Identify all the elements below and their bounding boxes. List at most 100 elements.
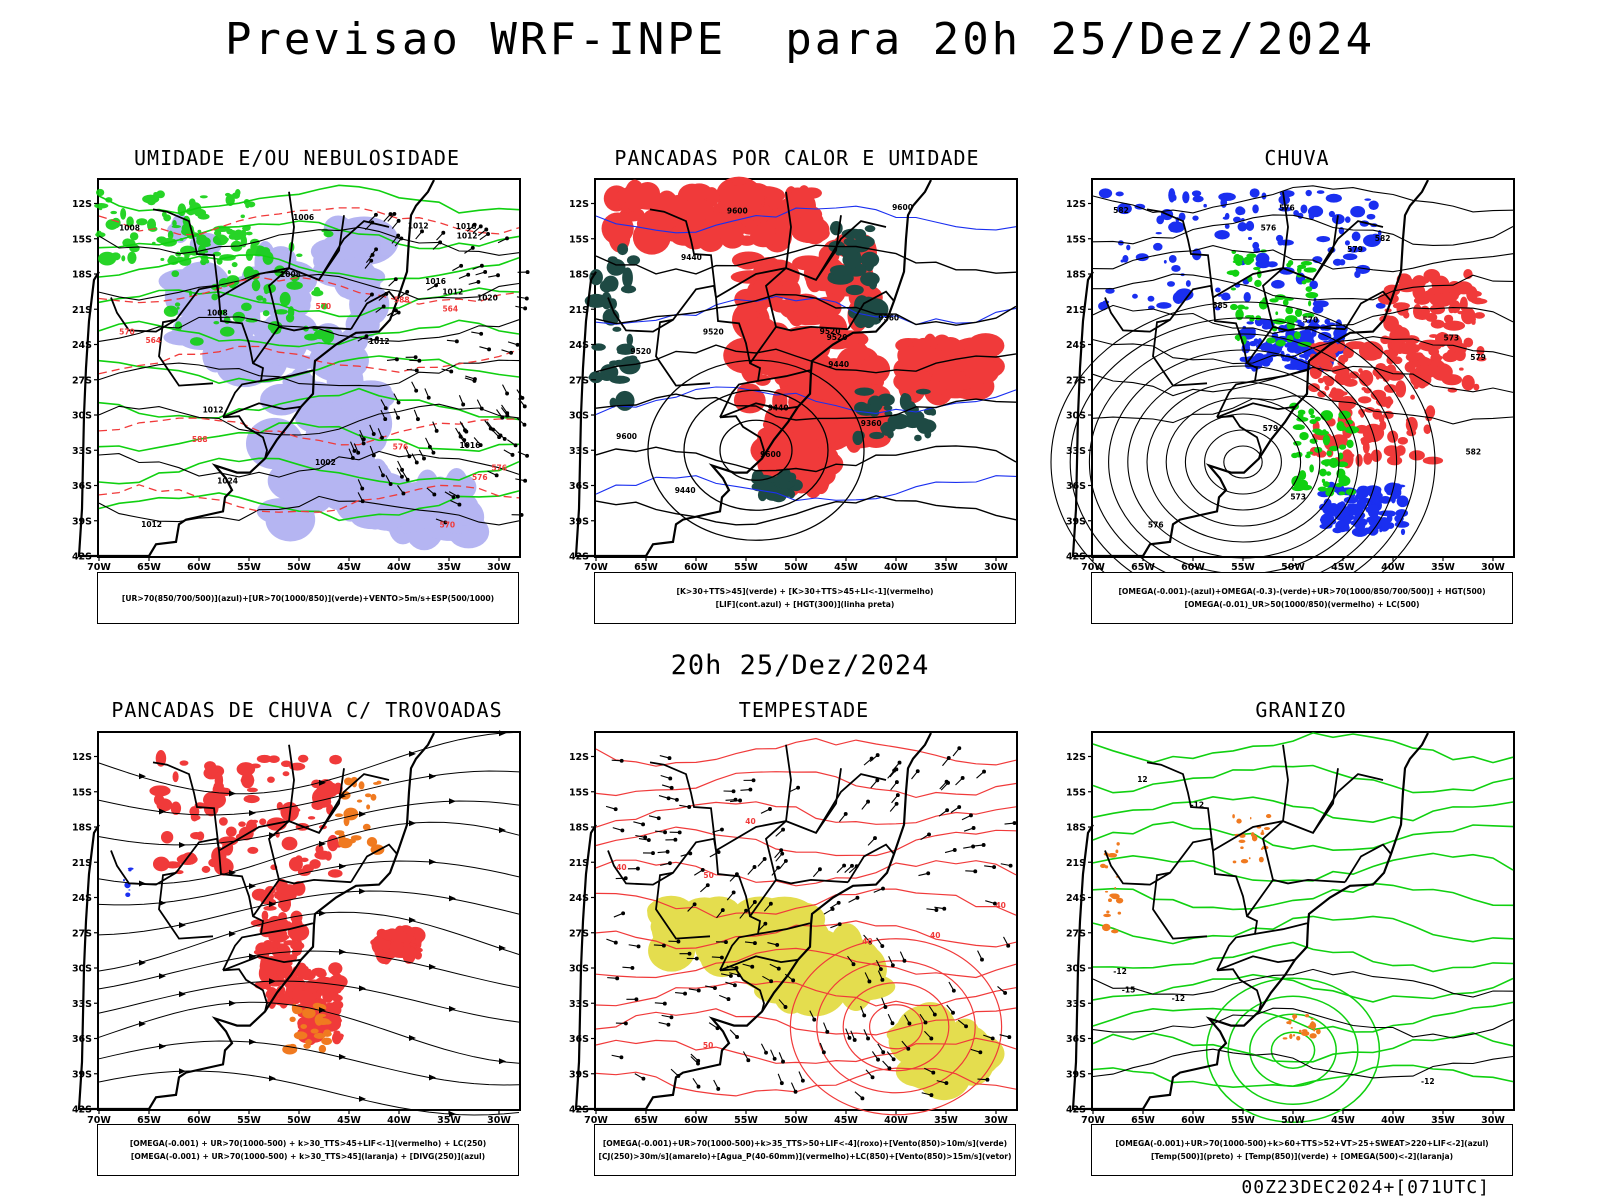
y-tick-label: 15S xyxy=(1066,234,1086,245)
shade-cell xyxy=(1147,295,1155,302)
shade-cell xyxy=(868,277,878,290)
shade-cell xyxy=(241,772,255,789)
wind-arrow-head xyxy=(1007,1035,1012,1040)
shade-cell xyxy=(1309,1033,1317,1039)
shade-cell xyxy=(1354,270,1361,279)
y-tick-label: 42S xyxy=(1066,1105,1086,1116)
wind-arrow-head xyxy=(969,813,973,818)
wind-arrow-head xyxy=(687,951,692,956)
wind-arrow-head xyxy=(1008,863,1013,868)
wind-arrow-head xyxy=(944,1081,949,1085)
shade-cell xyxy=(1296,266,1302,274)
shade-cell xyxy=(1317,486,1328,492)
state-border xyxy=(1146,208,1214,298)
shade-cell xyxy=(313,250,336,271)
wind-arrow-head xyxy=(724,940,728,945)
shade-cell xyxy=(686,183,712,201)
shade-cell xyxy=(1105,287,1115,294)
contour-line xyxy=(1092,245,1514,273)
shade-cell xyxy=(1301,1030,1310,1037)
shade-cell xyxy=(615,390,635,411)
wind-arrow-head xyxy=(734,966,739,970)
shade-cell xyxy=(1245,220,1255,232)
contour-label: 1016 xyxy=(456,222,477,231)
contour-ring xyxy=(1223,445,1263,479)
shade-cell xyxy=(1230,287,1237,291)
shade-cell xyxy=(624,179,646,212)
shade-cell xyxy=(1100,863,1106,868)
x-tick-label: 50W xyxy=(1281,562,1305,573)
contour-line xyxy=(595,826,1017,857)
wind-arrow-head xyxy=(434,283,439,288)
y-tick-label: 24S xyxy=(72,893,92,904)
streamline-arrow xyxy=(409,820,416,827)
shade-cell xyxy=(854,401,869,414)
contour-label: 9360 xyxy=(878,313,899,322)
shade-cell xyxy=(1346,439,1354,449)
shade-cell xyxy=(1321,478,1326,484)
shade-cell xyxy=(265,968,276,976)
shade-cell xyxy=(609,397,617,408)
contour-line xyxy=(1092,1007,1514,1039)
wind-arrow-head xyxy=(1003,990,1008,995)
shade-cell xyxy=(189,290,193,297)
shade-cell xyxy=(1293,209,1299,217)
state-border xyxy=(785,191,792,269)
wind-arrow-head xyxy=(669,1015,674,1020)
state-border xyxy=(158,871,214,940)
shade-cell xyxy=(1335,331,1344,336)
shade-cell xyxy=(282,771,290,777)
state-border xyxy=(1254,369,1308,382)
shade-cell xyxy=(1414,311,1430,320)
shade-cell xyxy=(1345,429,1353,433)
shade-cell xyxy=(274,309,288,315)
shade-cell xyxy=(1314,351,1331,367)
shade-cell xyxy=(313,286,321,294)
wind-arrow-head xyxy=(417,358,422,363)
shade-cell xyxy=(1300,204,1308,214)
shade-cell xyxy=(1316,235,1331,243)
shade-cell xyxy=(1399,278,1405,286)
contour-line xyxy=(98,254,520,281)
contour-ring xyxy=(1249,1013,1337,1087)
shade-cell xyxy=(1338,491,1346,496)
shade-cell xyxy=(1386,396,1393,407)
state-border xyxy=(1104,284,1214,333)
shade-cell xyxy=(332,1002,340,1010)
wind-arrow-head xyxy=(852,1038,857,1042)
streamline xyxy=(98,860,520,906)
contour-line xyxy=(595,344,1017,374)
state-border xyxy=(1212,773,1384,852)
contour-label: 1006 xyxy=(293,213,314,222)
wind-arrow-head xyxy=(875,753,880,758)
shade-cell xyxy=(241,302,252,312)
wind-arrow-head xyxy=(842,863,847,868)
contour-label: 9520 xyxy=(630,347,651,356)
shade-cell xyxy=(228,229,237,235)
streamline-arrow xyxy=(339,863,346,870)
x-tick-label: 55W xyxy=(237,562,261,573)
shade-cell xyxy=(1397,497,1405,504)
contour-label: 1012 xyxy=(369,337,390,346)
shade-cell xyxy=(334,813,344,818)
x-tick-label: 65W xyxy=(137,562,161,573)
wind-arrow-head xyxy=(613,940,618,945)
y-tick-label: 12S xyxy=(1066,752,1086,763)
shade-cell xyxy=(94,203,109,209)
y-tick-label: 36S xyxy=(569,1034,589,1045)
shade-cell xyxy=(1441,374,1463,386)
state-border xyxy=(288,744,295,822)
streamline-arrow xyxy=(229,1000,236,1007)
panel-title-chuva: CHUVA xyxy=(1264,146,1330,170)
shade-cell xyxy=(204,250,209,253)
map-tempestade: 40 40 40 40 50 50 40 70W 65W 60W 55W 50W 45W 40W 35W 30… xyxy=(569,731,1018,1126)
contour-line xyxy=(1092,821,1514,852)
wind-arrow-head xyxy=(635,866,640,871)
shade-cell xyxy=(1335,482,1343,488)
shade-cell xyxy=(1363,452,1373,465)
shade-cell xyxy=(1368,200,1379,210)
shade-cell xyxy=(1463,337,1474,348)
shade-cell xyxy=(201,242,211,248)
wind-arrow-head xyxy=(523,306,528,311)
shade-cell xyxy=(1269,298,1279,303)
